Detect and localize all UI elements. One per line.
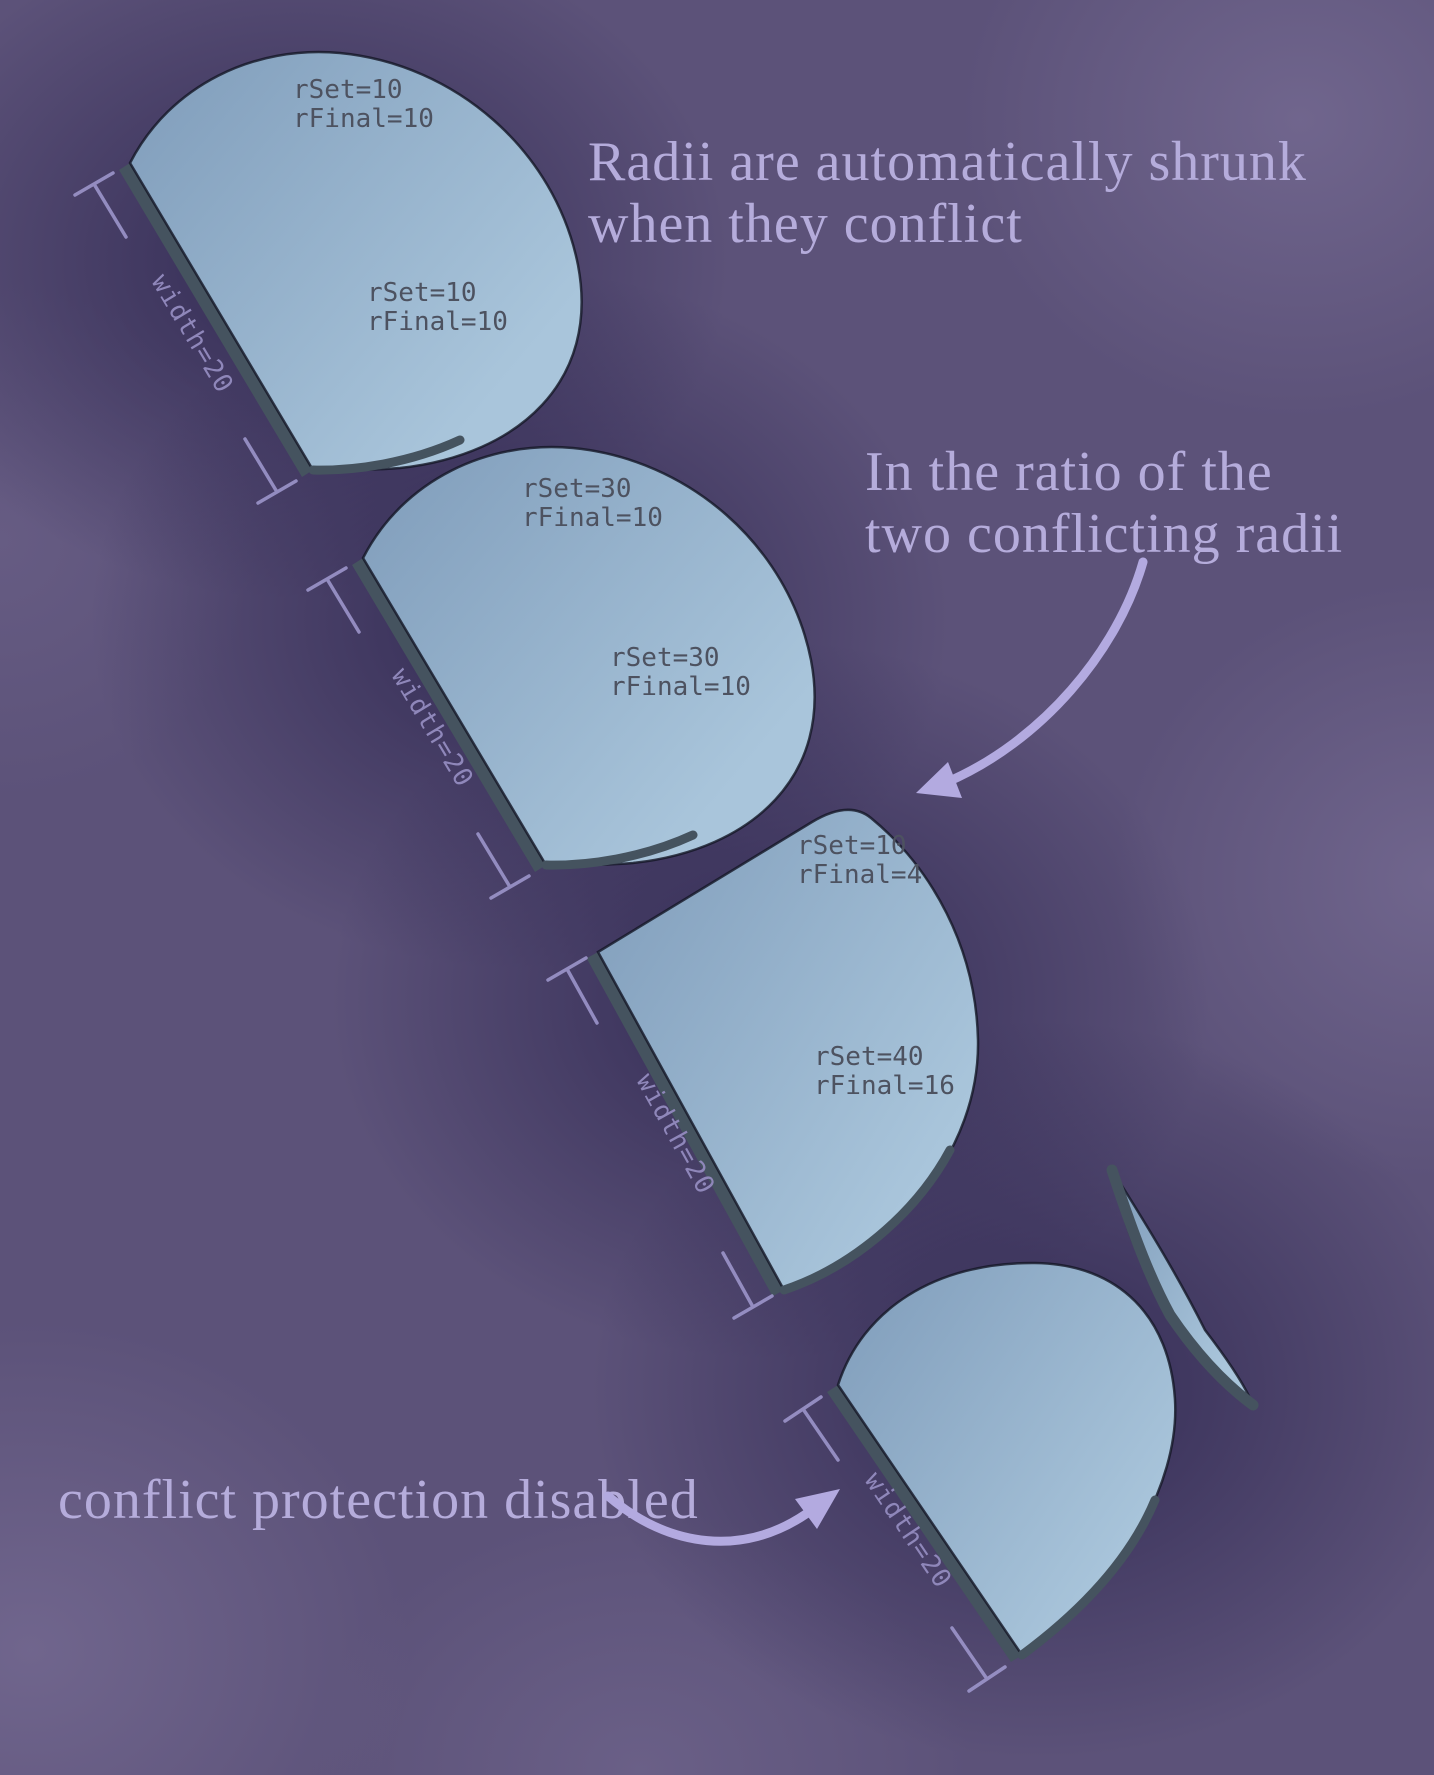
ratio-note-line1: In the ratio of the — [865, 441, 1273, 503]
plate-2-oversized-radii: rSet=30 rFinal=10 rSet=30 rFinal=10 widt… — [306, 445, 816, 900]
plate-3-corner-label-top-line1: rSet=10 — [797, 831, 907, 861]
disabled-arrow-curve — [603, 1491, 811, 1546]
plate-3-corner-label-bottom-line1: rSet=40 — [814, 1042, 924, 1072]
light-glow-bottom-left — [0, 1320, 410, 1775]
plate-4-conflict-disabled: width=20 — [783, 1164, 1259, 1693]
plate-2-corner-label-bottom-line2: rFinal=10 — [610, 672, 751, 702]
disabled-note: conflict protection disabled — [58, 1469, 699, 1531]
title-line2: when they conflict — [588, 193, 1023, 255]
plate-4-dimension-lines — [783, 1395, 1007, 1693]
ratio-arrow-head-icon — [916, 762, 962, 798]
plate-1-dimension-lines — [73, 171, 298, 505]
disabled-arrow-head-icon — [795, 1489, 840, 1529]
plate-1-corner-label-bottom-line2: rFinal=10 — [367, 307, 508, 337]
plate-2-face — [361, 445, 816, 867]
plate-3-corner-label-bottom-line2: rFinal=16 — [814, 1071, 955, 1101]
plate-1-corner-label-top-line2: rFinal=10 — [293, 104, 434, 134]
plate-1-corner-label-bottom-line1: rSet=10 — [367, 278, 477, 308]
plate-2-corner-label-top-line1: rSet=30 — [522, 474, 632, 504]
plate-4-sliver-edge — [1106, 1164, 1259, 1411]
plate-2-bottom-edge — [541, 830, 698, 870]
plate-2-dimension-lines — [306, 566, 531, 900]
plate-1-side-face — [119, 163, 313, 477]
plate-3-dimension-lines — [546, 956, 774, 1320]
plate-3-side-face — [586, 952, 784, 1297]
plate-3-corner-label-top-line2: rFinal=4 — [797, 860, 922, 890]
plate-4-face — [838, 1262, 1176, 1655]
ratio-note-line2: two conflicting radii — [865, 503, 1343, 565]
plate-4-side-face — [827, 1385, 1022, 1662]
plate-2-side-face — [352, 558, 546, 872]
light-glow-top-right — [960, 0, 1434, 420]
annotations: Radii are automatically shrunk when they… — [58, 131, 1343, 1546]
ratio-arrow — [916, 557, 1148, 798]
plate-3-bottom-edge — [779, 1145, 955, 1295]
plate-1-bottom-edge — [308, 435, 465, 475]
plate-2-corner-label-bottom-line1: rSet=30 — [610, 643, 720, 673]
plate-4-bottom-edge — [1017, 1495, 1160, 1660]
ratio-arrow-curve — [940, 557, 1148, 788]
plate-1-equal-radii: rSet=10 rFinal=10 rSet=10 rFinal=10 widt… — [73, 50, 583, 505]
plate-2-corner-label-top-line2: rFinal=10 — [522, 503, 663, 533]
disabled-arrow — [603, 1489, 840, 1546]
title-line1: Radii are automatically shrunk — [588, 131, 1307, 193]
plate-1-face — [128, 50, 583, 472]
plate-1-corner-label-top-line1: rSet=10 — [293, 75, 403, 105]
